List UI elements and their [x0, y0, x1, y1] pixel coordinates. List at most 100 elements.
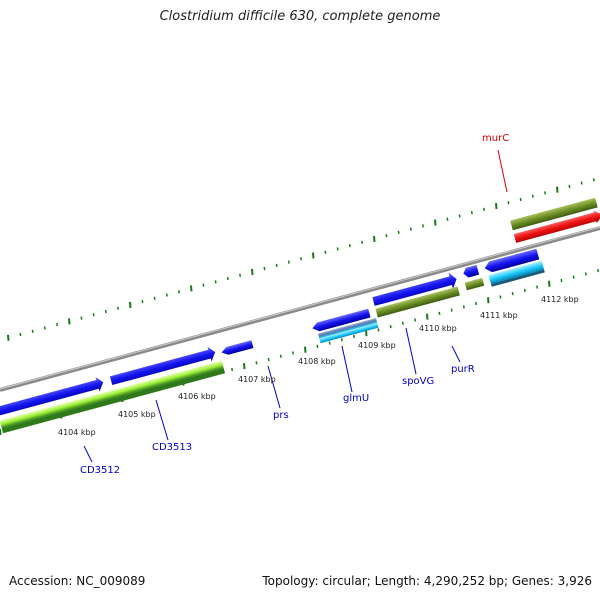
- minor-tick: [475, 301, 478, 306]
- gene-label-spoVG[interactable]: spoVG: [402, 376, 434, 387]
- minor-tick: [422, 224, 425, 228]
- minor-tick: [483, 207, 486, 211]
- gene-bar-CD3512[interactable]: [0, 360, 224, 429]
- gene-bar-murC[interactable]: [510, 197, 598, 231]
- minor-tick: [446, 217, 449, 221]
- minor-tick: [361, 240, 364, 244]
- major-tick: [304, 346, 307, 353]
- minor-tick: [401, 321, 404, 325]
- feature-CD3512-region: [0, 345, 226, 434]
- minor-tick: [592, 178, 595, 182]
- kbp-label: 4110 kbp: [419, 324, 457, 333]
- minor-tick: [597, 268, 600, 273]
- gene-bar-purR-lower[interactable]: [490, 269, 545, 287]
- major-tick: [68, 318, 71, 325]
- gene-label-murC[interactable]: murC: [482, 133, 509, 144]
- kbp-label: 4109 kbp: [358, 341, 396, 350]
- minor-tick: [389, 324, 392, 329]
- minor-tick: [279, 354, 282, 358]
- minor-tick: [141, 299, 144, 304]
- lower-tick-track: [0, 268, 600, 436]
- minor-tick: [316, 344, 319, 348]
- major-tick: [434, 219, 437, 226]
- kbp-label: 4108 kbp: [298, 357, 336, 366]
- major-tick: [0, 428, 2, 436]
- minor-tick: [438, 311, 441, 316]
- gene-label-CD3513[interactable]: CD3513: [152, 442, 192, 453]
- accession-text: Accession: NC_009089: [9, 574, 146, 588]
- minor-tick: [560, 278, 563, 283]
- minor-tick: [584, 272, 587, 276]
- minor-tick: [519, 197, 522, 202]
- minor-tick: [336, 247, 339, 251]
- major-tick: [556, 186, 559, 193]
- minor-tick: [536, 285, 539, 289]
- gene-leader-lines: [83, 149, 508, 463]
- minor-tick: [470, 211, 473, 215]
- gene-bar-prs[interactable]: [317, 318, 378, 339]
- kbp-label: 4107 kbp: [238, 375, 276, 384]
- minor-tick: [458, 214, 461, 218]
- minor-tick: [340, 338, 343, 342]
- minor-tick: [499, 295, 502, 299]
- gene-bar-spoVG[interactable]: [464, 277, 485, 291]
- minor-tick: [580, 181, 583, 185]
- minor-tick: [104, 309, 107, 314]
- gene-label-purR[interactable]: purR: [451, 364, 475, 375]
- minor-tick: [56, 323, 59, 327]
- major-tick: [495, 202, 498, 210]
- minor-tick: [507, 201, 510, 205]
- major-tick: [426, 313, 429, 320]
- major-tick: [373, 235, 376, 243]
- kbp-scale-labels: 4104 kbp 4105 kbp 4106 kbp 4107 kbp 4108…: [58, 295, 579, 437]
- major-tick: [365, 330, 368, 337]
- gene-bar-prs-lower[interactable]: [319, 322, 379, 344]
- minor-tick: [568, 184, 571, 188]
- minor-tick: [450, 308, 453, 312]
- minor-tick: [80, 316, 83, 320]
- minor-tick: [328, 341, 331, 345]
- minor-tick: [178, 290, 181, 294]
- map-title: Clostridium difficile 630, complete geno…: [159, 9, 441, 24]
- major-tick: [190, 285, 193, 292]
- cds-arrow-spoVG[interactable]: [462, 264, 480, 279]
- gene-bar-glmU[interactable]: [375, 286, 460, 318]
- minor-tick: [572, 275, 575, 279]
- minor-tick: [511, 292, 514, 296]
- cds-arrow-prs[interactable]: [311, 308, 371, 333]
- kbp-label: 4105 kbp: [118, 410, 156, 419]
- minor-tick: [231, 367, 234, 372]
- cds-arrow-glmU[interactable]: [371, 271, 458, 310]
- major-tick: [129, 301, 132, 308]
- minor-tick: [287, 260, 290, 264]
- gene-labels: CD3512 CD3513 prs glmU spoVG purR murC: [80, 133, 509, 476]
- cds-arrow-CD3513[interactable]: [220, 340, 254, 356]
- minor-tick: [255, 361, 258, 365]
- minor-tick: [275, 263, 278, 267]
- kbp-label: 4106 kbp: [178, 392, 216, 401]
- genome-backbone: [0, 226, 600, 392]
- minor-tick: [92, 313, 95, 317]
- minor-tick: [202, 283, 205, 287]
- minor-tick: [414, 318, 417, 322]
- gene-bar-CD3512-lower[interactable]: [1, 368, 226, 434]
- major-tick: [251, 268, 254, 276]
- minor-tick: [324, 250, 327, 254]
- gene-label-CD3512[interactable]: CD3512: [80, 465, 120, 476]
- cds-arrow-purR[interactable]: [483, 248, 540, 274]
- minor-tick: [385, 234, 388, 238]
- upper-tick-track: [7, 178, 595, 341]
- gene-label-glmU[interactable]: glmU: [343, 393, 369, 404]
- gene-label-prs[interactable]: prs: [273, 410, 289, 421]
- major-tick: [7, 334, 10, 341]
- gene-bar-purR[interactable]: [488, 260, 545, 284]
- minor-tick: [462, 305, 465, 309]
- cds-arrow-CD3512b[interactable]: [109, 345, 217, 388]
- cds-arrow-CD3512[interactable]: [0, 376, 105, 419]
- minor-tick: [117, 306, 120, 310]
- minor-tick: [531, 194, 534, 198]
- cds-arrow-murC[interactable]: [513, 209, 600, 245]
- major-tick: [243, 363, 246, 370]
- minor-tick: [409, 227, 412, 231]
